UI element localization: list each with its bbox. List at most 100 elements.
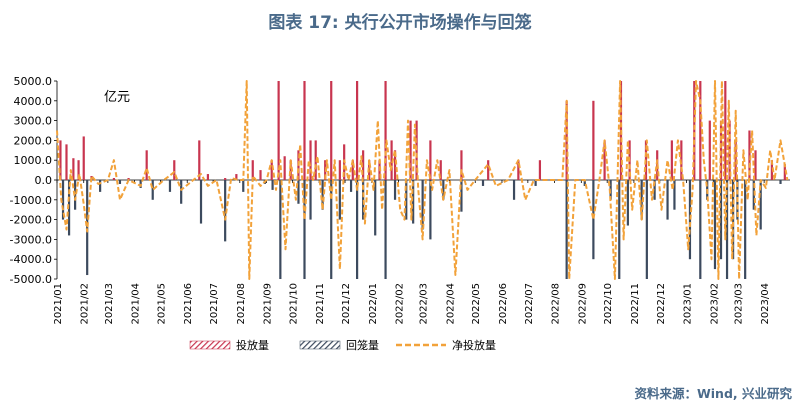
withdrawal-bar (618, 180, 621, 279)
x-tick-label: 2021/02 (80, 283, 91, 325)
y-tick-label: -1000.0 (10, 194, 52, 207)
withdrawal-bar (725, 180, 729, 279)
withdrawal-bar (199, 180, 203, 224)
withdrawal-bar (309, 180, 312, 220)
withdrawal-bar (699, 180, 702, 279)
injection-bar (270, 160, 273, 180)
injection-bar (724, 81, 727, 180)
withdrawal-bar (362, 180, 365, 220)
withdrawal-bar (759, 180, 762, 230)
injection-bar (355, 81, 359, 180)
injection-bar (77, 160, 80, 180)
injection-bar (59, 140, 62, 180)
injection-bar (198, 140, 201, 180)
x-tick-label: 2021/10 (288, 283, 299, 325)
x-tick-label: 2022/08 (551, 283, 562, 325)
withdrawal-bar (330, 180, 333, 279)
net-injection-series (56, 80, 789, 280)
withdrawal-bar (168, 180, 172, 192)
withdrawal-bar (442, 180, 445, 200)
x-tick-label: 2021/09 (263, 283, 274, 325)
withdrawal-bar (512, 180, 516, 200)
withdrawal-bar (744, 180, 747, 279)
injection-bar (82, 136, 85, 180)
y-tick-label: -2000.0 (10, 214, 52, 227)
x-tick-label: 2022/09 (577, 283, 588, 325)
withdrawal-bar (303, 180, 306, 279)
x-tick-label: 2021/12 (341, 283, 352, 325)
x-tick-label: 2022/12 (656, 283, 667, 325)
injection-bar (409, 120, 412, 180)
injection-bar (277, 81, 280, 180)
injection-bar (351, 160, 354, 180)
x-tick-label: 2023/04 (760, 283, 771, 325)
injection-bar (770, 160, 773, 180)
x-axis: 2021/01 2021/02 2021/03 2021/04 2021/05 2021/… (53, 179, 790, 325)
legend-label-injection: 投放量 (236, 338, 269, 352)
withdrawal-bar (666, 180, 669, 220)
legend-item-net: 净投放量 (396, 338, 496, 352)
withdrawal-bar (645, 180, 648, 279)
injection-bar (393, 150, 397, 180)
injection-bar (206, 174, 210, 180)
injection-bar (538, 160, 542, 180)
injection-bar (224, 178, 227, 180)
x-tick-label: 2022/05 (471, 283, 482, 325)
legend-label-net: 净投放量 (452, 338, 496, 352)
x-tick-label: 2021/06 (183, 283, 194, 325)
x-tick-label: 2021/08 (236, 283, 247, 325)
withdrawal-bar (731, 180, 735, 260)
y-tick-label: -5000.0 (10, 273, 52, 286)
injection-bar (439, 160, 442, 180)
injection-bar (415, 120, 418, 180)
injection-bar (112, 178, 116, 180)
injection-bar (754, 150, 757, 180)
legend-item-injection: 投放量 (189, 338, 269, 352)
y-tick-label: 5000.0 (14, 75, 53, 88)
injection-bar (384, 81, 387, 180)
legend-item-withdrawal: 回笼量 (299, 338, 379, 352)
x-tick-label: 2023/03 (733, 283, 744, 325)
x-tick-label: 2022/04 (445, 283, 456, 325)
x-tick-label: 2021/11 (315, 283, 326, 325)
withdrawal-bar (338, 180, 341, 220)
injection-bar (783, 164, 786, 180)
injection-bar (734, 140, 737, 180)
injection-bar (429, 140, 432, 180)
injection-bar (259, 170, 262, 180)
x-tick-label: 2022/02 (394, 283, 405, 325)
withdrawal-bar (421, 180, 424, 230)
chart-title: 图表 17: 央行公开市场操作与回笼 (268, 13, 532, 33)
injection-bar (251, 160, 254, 180)
injection-bar (592, 100, 595, 180)
withdrawal-bar (99, 180, 102, 192)
injection-bar (330, 81, 333, 180)
withdrawal-bar (688, 180, 692, 260)
withdrawal-bar (405, 180, 408, 220)
injection-bar (235, 174, 238, 180)
injection-bar (748, 130, 751, 180)
withdrawal-bar (583, 180, 586, 186)
injection-bar (303, 81, 306, 180)
injection-bar (362, 150, 365, 180)
x-tick-label: 2022/01 (368, 283, 379, 325)
unit-label: 亿元 (104, 90, 130, 105)
withdrawal-bar (653, 180, 656, 200)
y-tick-label: 0.0 (35, 174, 53, 187)
legend-swatch-withdrawal (299, 340, 341, 350)
x-tick-label: 2021/04 (131, 283, 142, 325)
injection-bar (693, 81, 696, 180)
x-tick-label: 2022/06 (498, 283, 509, 325)
withdrawal-bar (640, 180, 643, 220)
x-tick-label: 2021/03 (104, 283, 115, 325)
y-tick-label: 3000.0 (14, 115, 53, 128)
x-tick-label: 2023/01 (683, 283, 694, 325)
y-tick-label: 1000.0 (14, 154, 53, 167)
withdrawal-bar (713, 180, 717, 270)
withdrawal-bar (242, 180, 245, 192)
withdrawal-bar (534, 180, 537, 186)
injection-bar (65, 144, 68, 180)
withdrawal-bar (297, 180, 300, 204)
injection-bar (487, 160, 490, 180)
